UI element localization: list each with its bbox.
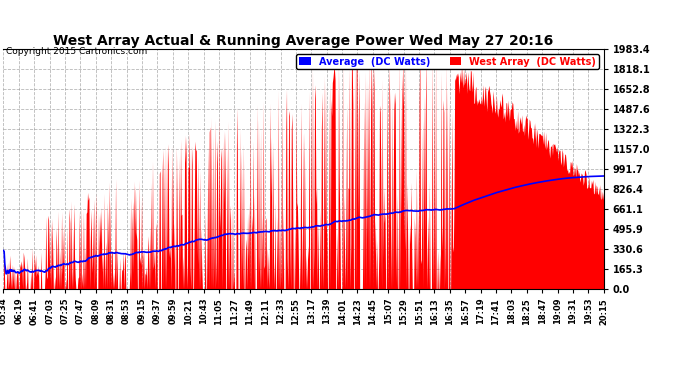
- Text: Copyright 2015 Cartronics.com: Copyright 2015 Cartronics.com: [6, 47, 147, 56]
- Title: West Array Actual & Running Average Power Wed May 27 20:16: West Array Actual & Running Average Powe…: [53, 34, 553, 48]
- Legend: Average  (DC Watts), West Array  (DC Watts): Average (DC Watts), West Array (DC Watts…: [297, 54, 599, 69]
